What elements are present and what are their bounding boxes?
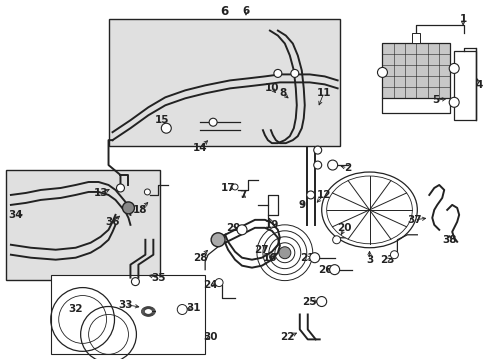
Circle shape — [329, 265, 339, 275]
Circle shape — [389, 251, 398, 259]
Text: 9: 9 — [298, 200, 305, 210]
Text: 23: 23 — [379, 255, 394, 265]
Circle shape — [306, 191, 314, 199]
Text: 5: 5 — [432, 95, 439, 105]
Text: 32: 32 — [68, 305, 83, 315]
Text: 33: 33 — [118, 300, 132, 310]
Circle shape — [273, 69, 281, 77]
Text: 21: 21 — [300, 253, 314, 263]
Text: 12: 12 — [316, 190, 330, 200]
Text: 37: 37 — [406, 215, 421, 225]
Text: 14: 14 — [192, 143, 207, 153]
Text: 6: 6 — [220, 5, 228, 18]
Circle shape — [211, 233, 224, 247]
Bar — [382, 42, 449, 98]
Circle shape — [122, 202, 134, 214]
Text: 3: 3 — [365, 255, 372, 265]
Text: 38: 38 — [441, 235, 455, 245]
Circle shape — [332, 236, 340, 244]
Text: 27: 27 — [254, 245, 269, 255]
Circle shape — [316, 297, 326, 306]
Text: 24: 24 — [203, 280, 217, 289]
Text: 7: 7 — [239, 190, 246, 200]
Text: 15: 15 — [155, 115, 169, 125]
Circle shape — [448, 63, 458, 73]
Circle shape — [313, 146, 321, 154]
Bar — [108, 19, 339, 146]
Ellipse shape — [321, 172, 416, 248]
Text: 4: 4 — [474, 80, 482, 90]
Circle shape — [448, 97, 458, 107]
Text: 10: 10 — [264, 84, 279, 93]
Text: 28: 28 — [193, 253, 207, 263]
Text: 35: 35 — [151, 273, 165, 283]
Bar — [51, 275, 205, 354]
Bar — [453, 50, 475, 120]
Text: 22: 22 — [280, 332, 294, 342]
Circle shape — [309, 253, 319, 263]
Text: 20: 20 — [337, 223, 351, 233]
Text: 1: 1 — [459, 14, 466, 24]
Text: 25: 25 — [302, 297, 316, 306]
Circle shape — [313, 161, 321, 169]
Circle shape — [161, 123, 171, 133]
Circle shape — [237, 225, 246, 235]
Text: 36: 36 — [105, 217, 120, 227]
Text: 19: 19 — [264, 220, 279, 230]
Text: 18: 18 — [133, 205, 147, 215]
Bar — [411, 32, 420, 42]
Circle shape — [131, 278, 139, 285]
Circle shape — [209, 118, 217, 126]
Circle shape — [327, 160, 337, 170]
Circle shape — [116, 184, 124, 192]
Bar — [6, 170, 160, 280]
Text: 34: 34 — [9, 210, 23, 220]
Text: 8: 8 — [279, 88, 286, 98]
Circle shape — [232, 184, 238, 190]
Circle shape — [278, 247, 290, 259]
Ellipse shape — [326, 176, 411, 244]
Circle shape — [290, 69, 298, 77]
Circle shape — [377, 67, 386, 77]
Text: 11: 11 — [316, 88, 330, 98]
Circle shape — [177, 305, 187, 315]
Text: 13: 13 — [94, 188, 109, 198]
Text: 17: 17 — [220, 183, 235, 193]
Text: 29: 29 — [225, 223, 240, 233]
Text: 6: 6 — [242, 6, 249, 15]
Text: 26: 26 — [318, 265, 332, 275]
Text: 2: 2 — [343, 163, 350, 173]
Circle shape — [144, 189, 150, 195]
Text: 30: 30 — [203, 332, 217, 342]
Text: 31: 31 — [185, 302, 200, 312]
Circle shape — [215, 279, 223, 287]
Text: 16: 16 — [262, 253, 277, 263]
